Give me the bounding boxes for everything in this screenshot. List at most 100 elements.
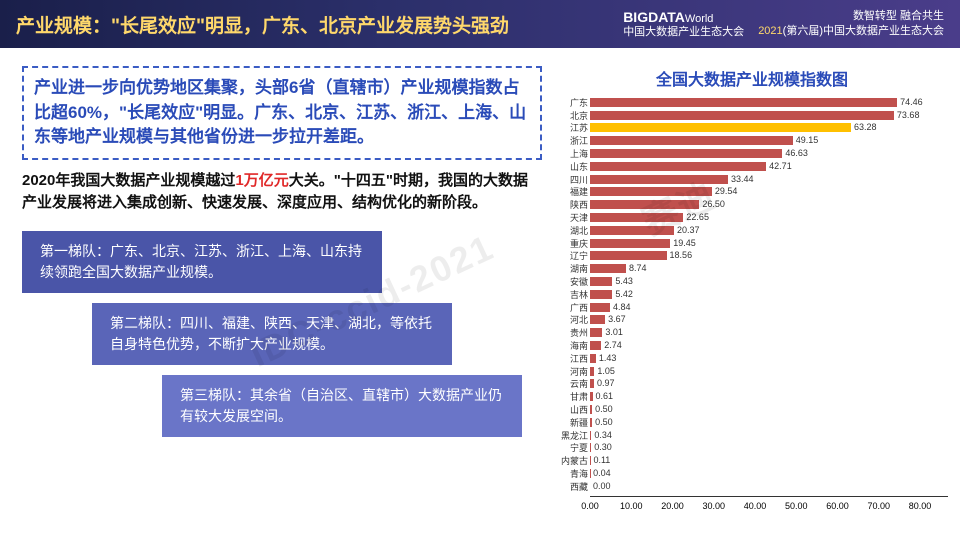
chart-row: 山东42.71 — [590, 160, 948, 173]
chart-row: 江苏63.28 — [590, 122, 948, 135]
y-label: 四川 — [560, 173, 588, 186]
x-tick: 50.00 — [785, 501, 808, 511]
bar — [590, 431, 591, 440]
y-label: 海南 — [560, 339, 588, 352]
bar-value: 5.42 — [615, 289, 633, 299]
x-tick: 0.00 — [581, 501, 599, 511]
bar-chart: 广东74.46北京73.68江苏63.28浙江49.15上海46.63山东42.… — [556, 96, 948, 526]
bar — [590, 303, 610, 312]
chart-row: 安徽5.43 — [590, 275, 948, 288]
bar-value: 33.44 — [731, 174, 754, 184]
x-tick: 20.00 — [661, 501, 684, 511]
chart-row: 西藏0.00 — [590, 480, 948, 493]
bar — [590, 239, 670, 248]
y-label: 吉林 — [560, 288, 588, 301]
y-label: 天津 — [560, 211, 588, 224]
bar — [590, 226, 674, 235]
bar-value: 1.43 — [599, 353, 617, 363]
y-label: 浙江 — [560, 134, 588, 147]
highlight-value: 1万亿元 — [235, 172, 288, 189]
tier-3: 第三梯队：其余省（自治区、直辖市）大数据产业仍有较大发展空间。 — [162, 375, 522, 437]
chart-row: 贵州3.01 — [590, 326, 948, 339]
y-label: 江西 — [560, 352, 588, 365]
y-label: 上海 — [560, 147, 588, 160]
bar-value: 0.30 — [594, 442, 612, 452]
y-label: 广西 — [560, 301, 588, 314]
summary-box: 产业进一步向优势地区集聚，头部6省（直辖市）产业规模指数占比超60%，"长尾效应… — [22, 66, 542, 160]
x-tick: 40.00 — [744, 501, 767, 511]
tier-2: 第二梯队：四川、福建、陕西、天津、湖北，等依托自身特色优势，不断扩大产业规模。 — [92, 303, 452, 365]
bar — [590, 200, 699, 209]
y-label: 河南 — [560, 365, 588, 378]
bar — [590, 392, 593, 401]
chart-row: 广东74.46 — [590, 96, 948, 109]
bar-value: 0.00 — [593, 481, 611, 491]
chart-row: 山西0.50 — [590, 403, 948, 416]
bar-value: 46.63 — [785, 148, 808, 158]
bar — [590, 123, 851, 132]
x-axis: 0.0010.0020.0030.0040.0050.0060.0070.008… — [590, 496, 948, 516]
y-label: 安徽 — [560, 275, 588, 288]
bar-value: 4.84 — [613, 302, 631, 312]
y-label: 青海 — [560, 467, 588, 480]
chart-row: 海南2.74 — [590, 339, 948, 352]
bar-value: 0.11 — [593, 455, 610, 465]
bar-value: 3.67 — [608, 314, 626, 324]
chart-title: 全国大数据产业规模指数图 — [556, 66, 948, 90]
bar — [590, 367, 594, 376]
bar — [590, 443, 591, 452]
left-column: 产业进一步向优势地区集聚，头部6省（直辖市）产业规模指数占比超60%，"长尾效应… — [22, 66, 542, 526]
bar — [590, 111, 894, 120]
y-label: 河北 — [560, 313, 588, 326]
y-label: 湖北 — [560, 224, 588, 237]
chart-row: 天津22.65 — [590, 211, 948, 224]
bar-value: 20.37 — [677, 225, 700, 235]
bar-value: 0.50 — [595, 404, 613, 414]
y-label: 甘肃 — [560, 390, 588, 403]
chart-row: 内蒙古0.11 — [590, 454, 948, 467]
bar — [590, 187, 712, 196]
bar-value: 0.04 — [593, 468, 611, 478]
chart-row: 北京73.68 — [590, 109, 948, 122]
chart-row: 云南0.97 — [590, 378, 948, 391]
bar — [590, 162, 766, 171]
bar-value: 0.50 — [595, 417, 613, 427]
y-label: 重庆 — [560, 237, 588, 250]
chart-row: 甘肃0.61 — [590, 390, 948, 403]
bar — [590, 213, 683, 222]
bar — [590, 341, 601, 350]
bar — [590, 405, 592, 414]
bar-value: 42.71 — [769, 161, 792, 171]
chart-row: 黑龙江0.34 — [590, 429, 948, 442]
y-label: 陕西 — [560, 198, 588, 211]
bar-value: 49.15 — [796, 135, 819, 145]
y-label: 辽宁 — [560, 249, 588, 262]
y-label: 山东 — [560, 160, 588, 173]
y-label: 云南 — [560, 377, 588, 390]
bar-value: 0.61 — [596, 391, 614, 401]
header-subtitle: 数智转型 融合共生 2021(第六届)中国大数据产业生态大会 — [758, 9, 944, 40]
bar — [590, 418, 592, 427]
bar — [590, 251, 667, 260]
bar-value: 3.01 — [605, 327, 623, 337]
bar-value: 63.28 — [854, 122, 877, 132]
chart-row: 河南1.05 — [590, 365, 948, 378]
y-label: 内蒙古 — [560, 454, 588, 467]
chart-row: 广西4.84 — [590, 301, 948, 314]
x-tick: 60.00 — [826, 501, 849, 511]
chart-row: 四川33.44 — [590, 173, 948, 186]
bar-value: 18.56 — [670, 250, 693, 260]
chart-row: 上海46.63 — [590, 147, 948, 160]
chart-row: 河北3.67 — [590, 314, 948, 327]
chart-row: 重庆19.45 — [590, 237, 948, 250]
chart-row: 福建29.54 — [590, 186, 948, 199]
chart-row: 青海0.04 — [590, 467, 948, 480]
header: 产业规模："长尾效应"明显，广东、北京产业发展势头强劲 BIGDATAWorld… — [0, 0, 960, 48]
bar — [590, 354, 596, 363]
bar-value: 29.54 — [715, 186, 738, 196]
x-tick: 80.00 — [909, 501, 932, 511]
page-title: 产业规模："长尾效应"明显，广东、北京产业发展势头强劲 — [16, 11, 623, 38]
y-label: 西藏 — [560, 480, 588, 493]
y-label: 广东 — [560, 96, 588, 109]
y-label: 黑龙江 — [560, 429, 588, 442]
